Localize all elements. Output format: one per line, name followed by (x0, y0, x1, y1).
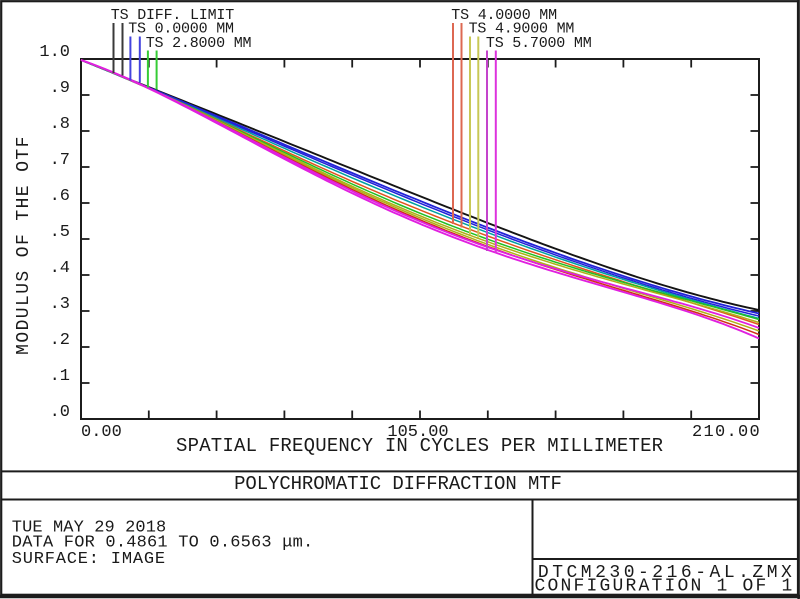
svg-text:DTCM230-216-AL.ZMX: DTCM230-216-AL.ZMX (538, 563, 795, 583)
svg-text:POLYCHROMATIC DIFFRACTION MTF: POLYCHROMATIC DIFFRACTION MTF (234, 473, 562, 495)
svg-text:.8: .8 (50, 115, 70, 134)
svg-text:TS 5.7000 MM: TS 5.7000 MM (486, 35, 592, 52)
svg-text:105.00: 105.00 (387, 423, 448, 442)
svg-text:0.00: 0.00 (81, 423, 122, 442)
svg-text:.6: .6 (50, 187, 70, 206)
svg-text:.0: .0 (50, 403, 70, 422)
svg-text:.2: .2 (50, 331, 70, 350)
svg-text:TS 2.8000 MM: TS 2.8000 MM (146, 35, 252, 52)
svg-text:.3: .3 (50, 295, 70, 314)
svg-text:TUE MAY 29 2018: TUE MAY 29 2018 (12, 519, 167, 538)
svg-text:TS 4.0000 MM: TS 4.0000 MM (451, 7, 557, 24)
svg-text:.1: .1 (50, 367, 70, 386)
svg-text:SURFACE: IMAGE: SURFACE: IMAGE (12, 550, 166, 569)
svg-text:SPATIAL FREQUENCY IN CYCLES PE: SPATIAL FREQUENCY IN CYCLES PER MILLIMET… (176, 435, 663, 457)
svg-text:MODULUS OF THE OTF: MODULUS OF THE OTF (14, 135, 34, 355)
svg-text:TS 0.0000 MM: TS 0.0000 MM (128, 21, 234, 38)
svg-text:1.0: 1.0 (39, 43, 70, 62)
svg-text:.4: .4 (50, 259, 70, 278)
svg-text:TS 4.9000 MM: TS 4.9000 MM (469, 21, 575, 38)
svg-text:.5: .5 (50, 223, 70, 242)
svg-text:DATA FOR 0.4861 TO 0.6563 μm.: DATA FOR 0.4861 TO 0.6563 μm. (12, 534, 314, 553)
svg-text:210.00: 210.00 (692, 423, 761, 442)
svg-text:CONFIGURATION 1 OF 1: CONFIGURATION 1 OF 1 (535, 577, 795, 597)
svg-text:.7: .7 (50, 151, 70, 170)
svg-text:.9: .9 (50, 79, 70, 98)
svg-text:TS DIFF. LIMIT: TS DIFF. LIMIT (111, 7, 234, 24)
